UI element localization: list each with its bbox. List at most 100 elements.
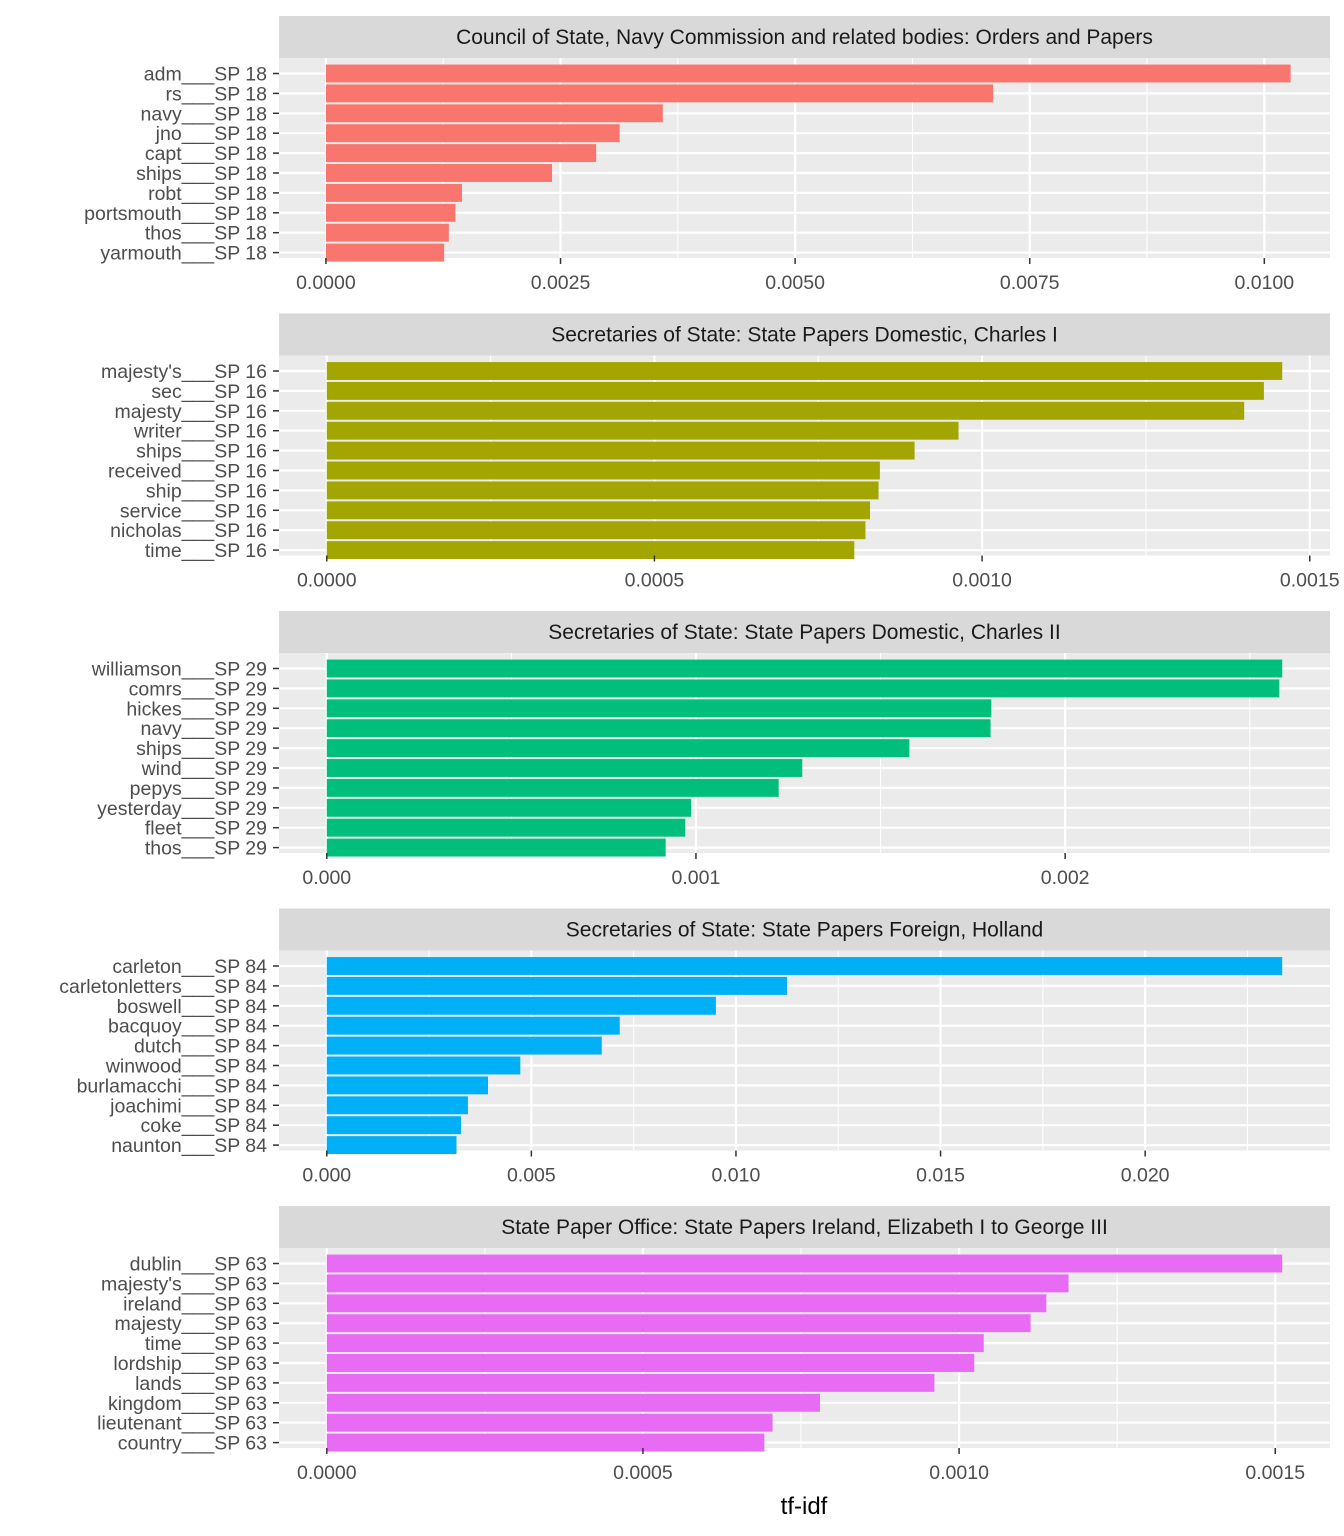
- facet-panel: State Paper Office: State Papers Ireland…: [97, 1206, 1330, 1484]
- facet-title: State Paper Office: State Papers Ireland…: [501, 1216, 1108, 1239]
- y-tick-label: winwood___SP 84: [105, 1056, 267, 1078]
- bar: [326, 401, 1245, 420]
- bar: [326, 957, 1283, 975]
- y-tick-label: thos___SP 18: [145, 223, 267, 245]
- y-tick-label: portsmouth___SP 18: [84, 203, 267, 225]
- y-tick-label: joachimi___SP 84: [109, 1095, 267, 1117]
- y-tick-label: lordship___SP 63: [113, 1353, 267, 1375]
- facet-title: Council of State, Navy Commission and re…: [456, 26, 1153, 49]
- bar: [326, 818, 686, 837]
- bar: [326, 1413, 773, 1432]
- x-tick-label: 0.0005: [613, 1462, 673, 1484]
- bar: [326, 441, 915, 460]
- y-tick-label: dutch___SP 84: [134, 1036, 267, 1058]
- facet-panel: Secretaries of State: State Papers Domes…: [91, 611, 1330, 889]
- y-tick-label: majesty's___SP 63: [101, 1273, 267, 1295]
- x-tick-label: 0.0075: [1000, 272, 1060, 294]
- y-tick-label: pepys___SP 29: [130, 778, 267, 800]
- x-tick-label: 0.0000: [297, 1462, 357, 1484]
- bar: [325, 164, 553, 182]
- y-tick-label: robt___SP 18: [148, 183, 267, 205]
- y-tick-label: wind___SP 29: [141, 758, 267, 780]
- x-tick-label: 0.0005: [625, 570, 685, 592]
- facet-panel: Secretaries of State: State Papers Domes…: [101, 313, 1340, 592]
- x-tick-label: 0.005: [507, 1165, 556, 1187]
- x-tick-label: 0.000: [302, 1165, 351, 1187]
- facet-panel: Secretaries of State: State Papers Forei…: [59, 908, 1330, 1187]
- bar: [326, 719, 991, 738]
- bar: [326, 798, 692, 817]
- y-tick-label: comrs___SP 29: [129, 678, 267, 700]
- y-tick-label: service___SP 16: [120, 500, 267, 522]
- y-tick-label: yesterday___SP 29: [97, 798, 267, 820]
- y-tick-label: sec___SP 16: [151, 381, 267, 403]
- bar: [326, 778, 779, 797]
- bar: [326, 1056, 521, 1075]
- y-tick-label: navy___SP 29: [141, 718, 268, 740]
- bar: [326, 659, 1283, 678]
- bar: [326, 1314, 1031, 1333]
- bar: [326, 1334, 984, 1353]
- x-tick-label: 0.020: [1121, 1165, 1170, 1187]
- y-tick-label: lieutenant___SP 63: [97, 1413, 267, 1435]
- x-axis-title: tf-idf: [781, 1493, 828, 1520]
- x-tick-label: 0.001: [672, 867, 721, 889]
- bar: [326, 1036, 602, 1055]
- y-tick-label: kingdom___SP 63: [108, 1393, 267, 1415]
- x-tick-label: 0.0050: [765, 272, 825, 294]
- x-tick-label: 0.015: [916, 1165, 965, 1187]
- facet-strip: [279, 313, 1330, 356]
- bar: [326, 759, 803, 777]
- facet-strip: [279, 16, 1330, 58]
- bar: [325, 64, 1291, 83]
- bar: [326, 699, 992, 718]
- y-tick-label: ships___SP 29: [136, 738, 267, 760]
- bar: [326, 1354, 975, 1372]
- x-tick-label: 0.0015: [1245, 1462, 1305, 1484]
- bar: [325, 223, 449, 242]
- bar: [326, 1274, 1069, 1293]
- y-tick-label: capt___SP 18: [145, 143, 267, 165]
- facet-title: Secretaries of State: State Papers Domes…: [548, 621, 1060, 644]
- y-tick-label: majesty___SP 63: [115, 1313, 268, 1335]
- bar: [326, 1076, 488, 1095]
- bar: [326, 1294, 1047, 1313]
- facet-strip: [279, 908, 1330, 951]
- x-tick-label: 0.0000: [297, 570, 357, 592]
- bar: [326, 421, 959, 440]
- y-tick-label: adm___SP 18: [144, 64, 267, 86]
- y-tick-label: coke___SP 84: [141, 1115, 268, 1137]
- bar: [326, 1116, 461, 1135]
- x-tick-label: 0.0015: [1280, 570, 1340, 592]
- facet-strip: [279, 611, 1330, 653]
- x-tick-label: 0.0000: [296, 272, 356, 294]
- x-tick-label: 0.0010: [952, 570, 1012, 592]
- bar: [326, 1393, 820, 1412]
- y-tick-label: dublin___SP 63: [130, 1254, 267, 1276]
- bar: [326, 461, 880, 480]
- y-tick-label: nicholas___SP 16: [110, 520, 267, 542]
- facet-title: Secretaries of State: State Papers Forei…: [566, 919, 1043, 942]
- y-tick-label: received___SP 16: [108, 461, 267, 483]
- y-tick-label: jno___SP 18: [155, 123, 267, 145]
- y-tick-label: bacquoy___SP 84: [108, 1016, 267, 1038]
- y-tick-label: fleet___SP 29: [145, 818, 267, 840]
- bar: [326, 362, 1283, 380]
- bar: [326, 996, 716, 1015]
- x-tick-label: 0.0010: [929, 1462, 989, 1484]
- facet-strip: [279, 1206, 1330, 1248]
- bar: [325, 243, 445, 262]
- bar: [326, 739, 910, 758]
- bar: [325, 144, 597, 163]
- y-tick-label: majesty___SP 16: [115, 401, 268, 423]
- y-tick-label: navy___SP 18: [141, 103, 268, 125]
- bar: [326, 1016, 620, 1035]
- x-tick-label: 0.000: [302, 867, 351, 889]
- bar: [325, 124, 620, 143]
- y-tick-label: ships___SP 16: [136, 441, 267, 463]
- bar: [326, 1373, 935, 1392]
- bar: [326, 501, 871, 520]
- y-tick-label: time___SP 16: [145, 540, 267, 562]
- bar: [326, 521, 866, 540]
